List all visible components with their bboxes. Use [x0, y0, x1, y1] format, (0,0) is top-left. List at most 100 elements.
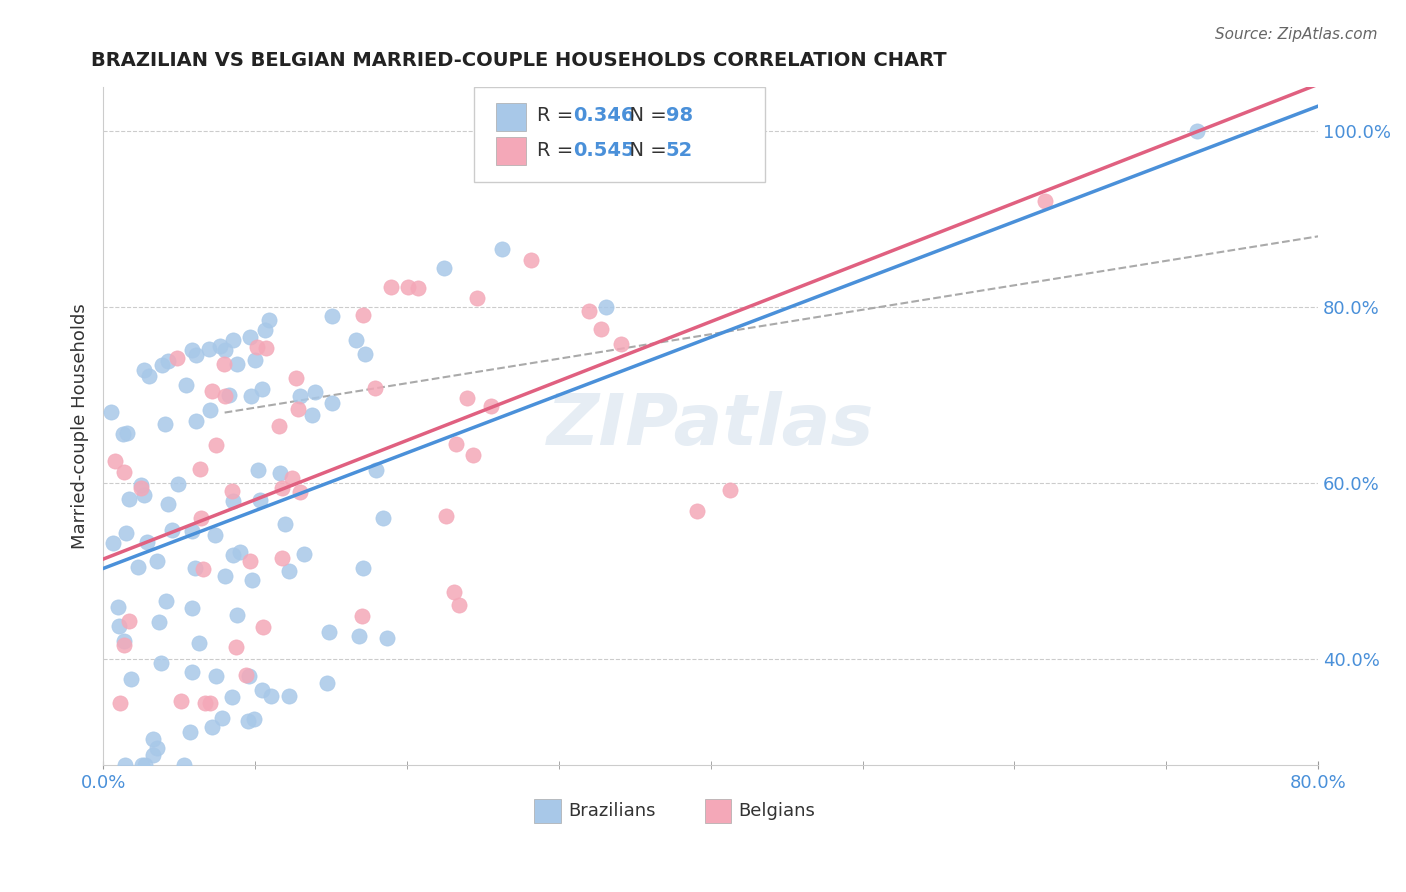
Point — [243, 712, 266, 726]
Point — [112, 634, 135, 648]
Point — [221, 690, 243, 705]
Text: BRAZILIAN VS BELGIAN MARRIED-COUPLE HOUSEHOLDS CORRELATION CHART: BRAZILIAN VS BELGIAN MARRIED-COUPLE HOUS… — [91, 51, 946, 70]
Point — [204, 528, 226, 542]
Point — [112, 465, 135, 479]
Point — [449, 599, 471, 613]
Point — [115, 425, 138, 440]
Point — [240, 573, 263, 587]
Point — [118, 614, 141, 628]
Point — [267, 419, 290, 434]
Point — [463, 448, 485, 462]
Point — [146, 554, 169, 568]
Text: Brazilians: Brazilians — [568, 802, 657, 820]
Point — [118, 492, 141, 507]
Point — [214, 343, 236, 358]
Point — [142, 732, 165, 747]
Point — [194, 697, 217, 711]
Point — [101, 536, 124, 550]
Point — [249, 493, 271, 508]
Point — [176, 377, 198, 392]
Point — [591, 322, 613, 336]
Point — [318, 625, 340, 640]
Point — [344, 333, 367, 347]
Point — [190, 511, 212, 525]
Point — [184, 348, 207, 362]
Point — [155, 593, 177, 607]
Point — [120, 673, 142, 687]
Point — [609, 337, 631, 351]
Point — [321, 309, 343, 323]
Point — [380, 280, 402, 294]
Point — [212, 357, 235, 371]
Point — [686, 503, 709, 517]
Point — [260, 689, 283, 703]
Point — [179, 725, 201, 739]
Point — [150, 358, 173, 372]
Y-axis label: Married-couple Households: Married-couple Households — [72, 303, 89, 549]
Point — [180, 601, 202, 615]
Point — [243, 353, 266, 368]
Point — [316, 675, 339, 690]
Point — [287, 402, 309, 417]
Point — [114, 758, 136, 772]
Point — [278, 689, 301, 703]
Point — [257, 313, 280, 327]
Point — [290, 389, 312, 403]
Point — [623, 128, 645, 143]
Point — [284, 371, 307, 385]
Point — [271, 481, 294, 495]
Point — [170, 694, 193, 708]
Point — [350, 609, 373, 624]
Point — [131, 478, 153, 492]
Point — [433, 260, 456, 275]
Point — [226, 607, 249, 622]
Point — [364, 463, 387, 477]
Point — [211, 710, 233, 724]
Point — [349, 629, 371, 643]
Point — [221, 483, 243, 498]
Point — [112, 638, 135, 652]
Point — [150, 657, 173, 671]
Point — [100, 405, 122, 419]
Point — [269, 467, 291, 481]
Text: R =: R = — [537, 105, 579, 125]
FancyBboxPatch shape — [495, 103, 526, 130]
Point — [290, 484, 312, 499]
Point — [156, 354, 179, 368]
Point — [247, 463, 270, 477]
FancyBboxPatch shape — [474, 87, 765, 181]
Point — [239, 389, 262, 403]
Point — [246, 340, 269, 354]
Point — [239, 330, 262, 344]
Point — [209, 339, 232, 353]
Point — [226, 357, 249, 371]
Point — [354, 347, 377, 361]
Point — [142, 748, 165, 763]
Point — [578, 304, 600, 318]
Point — [197, 342, 219, 356]
Point — [205, 669, 228, 683]
Point — [205, 438, 228, 452]
Point — [406, 280, 429, 294]
Point — [138, 369, 160, 384]
Point — [443, 585, 465, 599]
Text: Source: ZipAtlas.com: Source: ZipAtlas.com — [1215, 27, 1378, 42]
Point — [108, 697, 131, 711]
Point — [181, 665, 204, 680]
Point — [436, 508, 458, 523]
Point — [214, 569, 236, 583]
Point — [444, 437, 467, 451]
Text: R =: R = — [537, 142, 579, 161]
Point — [173, 758, 195, 772]
Text: N =: N = — [617, 142, 673, 161]
Text: 98: 98 — [665, 105, 693, 125]
Point — [166, 351, 188, 366]
Point — [131, 758, 153, 772]
Point — [250, 683, 273, 698]
Point — [198, 697, 221, 711]
Point — [1185, 123, 1208, 137]
Point — [167, 477, 190, 491]
Point — [200, 384, 222, 398]
Point — [134, 488, 156, 502]
Point — [321, 395, 343, 409]
